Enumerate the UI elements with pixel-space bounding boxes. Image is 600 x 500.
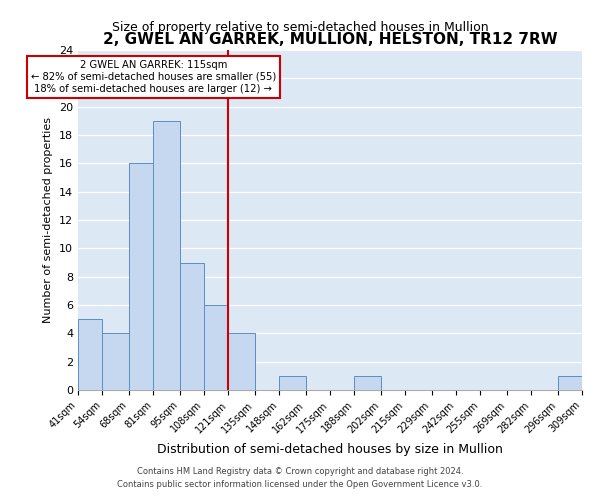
Y-axis label: Number of semi-detached properties: Number of semi-detached properties [43,117,53,323]
Text: Contains HM Land Registry data © Crown copyright and database right 2024.
Contai: Contains HM Land Registry data © Crown c… [118,468,482,489]
Title: 2, GWEL AN GARREK, MULLION, HELSTON, TR12 7RW: 2, GWEL AN GARREK, MULLION, HELSTON, TR1… [103,32,557,48]
Bar [279,376,305,390]
Bar [355,376,381,390]
Bar [229,334,255,390]
Bar [557,376,582,390]
Bar [179,262,204,390]
Text: 2 GWEL AN GARREK: 115sqm
← 82% of semi-detached houses are smaller (55)
18% of s: 2 GWEL AN GARREK: 115sqm ← 82% of semi-d… [31,60,276,94]
Text: Size of property relative to semi-detached houses in Mullion: Size of property relative to semi-detach… [112,21,488,34]
Bar [153,121,179,390]
Bar [204,305,229,390]
Bar [103,334,129,390]
X-axis label: Distribution of semi-detached houses by size in Mullion: Distribution of semi-detached houses by … [157,443,503,456]
Bar [129,164,153,390]
Bar [78,319,103,390]
